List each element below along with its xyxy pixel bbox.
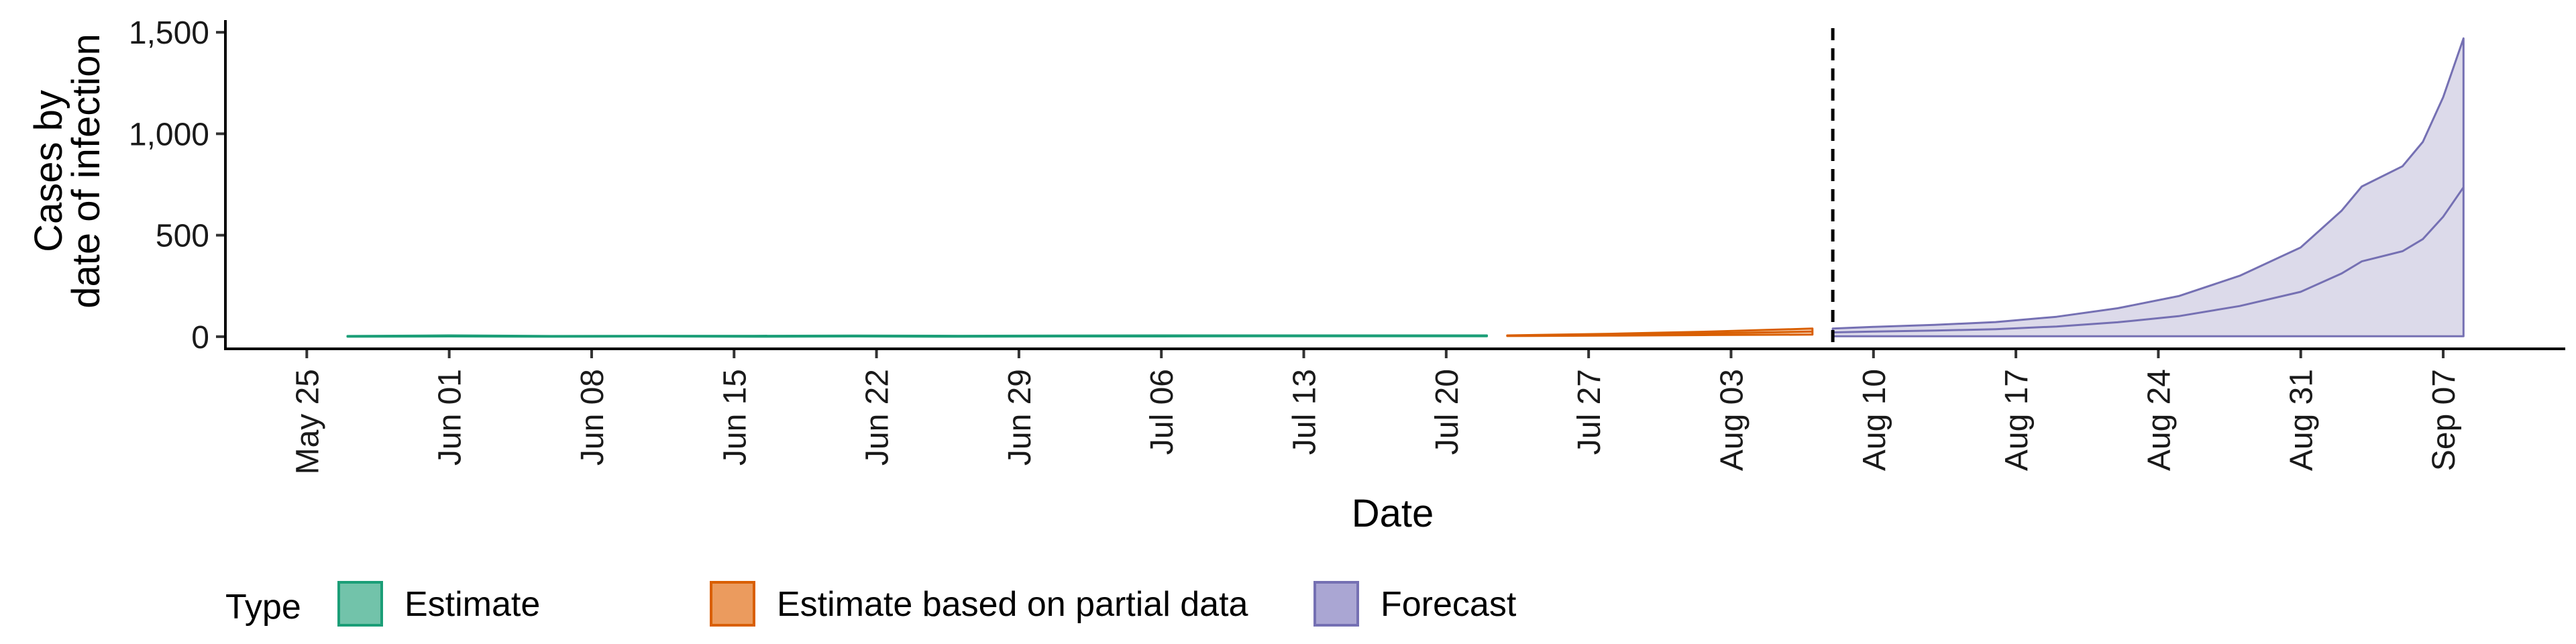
x-tick-label: Aug 17: [1999, 369, 2035, 471]
legend-title: Type: [225, 588, 301, 627]
x-tick-label: Jul 13: [1287, 369, 1323, 455]
x-tick-label: Jun 15: [717, 369, 753, 466]
x-tick-label: Aug 10: [1857, 369, 1892, 471]
y-tick-label: 1,500: [129, 15, 209, 51]
x-axis-title: Date: [1352, 492, 1434, 535]
y-tick-label: 1,000: [129, 117, 209, 152]
y-tick-label: 0: [191, 320, 209, 356]
x-tick-label: May 25: [290, 369, 325, 474]
y-axis-title-line1: Cases by: [27, 90, 70, 252]
series-line-forecast: [1833, 186, 2465, 333]
x-tick-label: Aug 31: [2284, 369, 2320, 471]
y-axis-title-line2: date of infection: [64, 34, 108, 309]
series-band-forecast: [1831, 37, 2465, 337]
x-tick-label: Jun 08: [575, 369, 610, 466]
legend-label-estimate-based-on-partial-data: Estimate based on partial data: [777, 585, 1248, 624]
series-line-estimate: [347, 335, 1487, 337]
x-tick-label: Aug 03: [1714, 369, 1750, 471]
x-tick-label: Jul 06: [1144, 369, 1180, 455]
legend-label-forecast: Forecast: [1381, 585, 1517, 624]
y-tick-label: 500: [156, 219, 209, 254]
x-tick-label: Jun 22: [860, 369, 896, 466]
x-tick-label: Sep 07: [2426, 369, 2462, 471]
x-tick-label: Jun 01: [433, 369, 468, 466]
series-line-estimate-based-on-partial-data: [1507, 330, 1813, 337]
legend-label-estimate: Estimate: [405, 585, 540, 624]
x-tick-label: Jul 27: [1572, 369, 1607, 455]
x-tick-label: Aug 24: [2141, 369, 2177, 471]
x-tick-label: Jul 20: [1430, 369, 1465, 455]
legend-swatch-forecast: [1313, 581, 1359, 627]
legend: Type Estimate Estimate based on partial d…: [225, 581, 1517, 627]
legend-swatch-estimate: [337, 581, 383, 627]
legend-swatch-estimate-based-on-partial-data: [710, 581, 755, 627]
x-tick-label: Jun 29: [1002, 369, 1038, 466]
